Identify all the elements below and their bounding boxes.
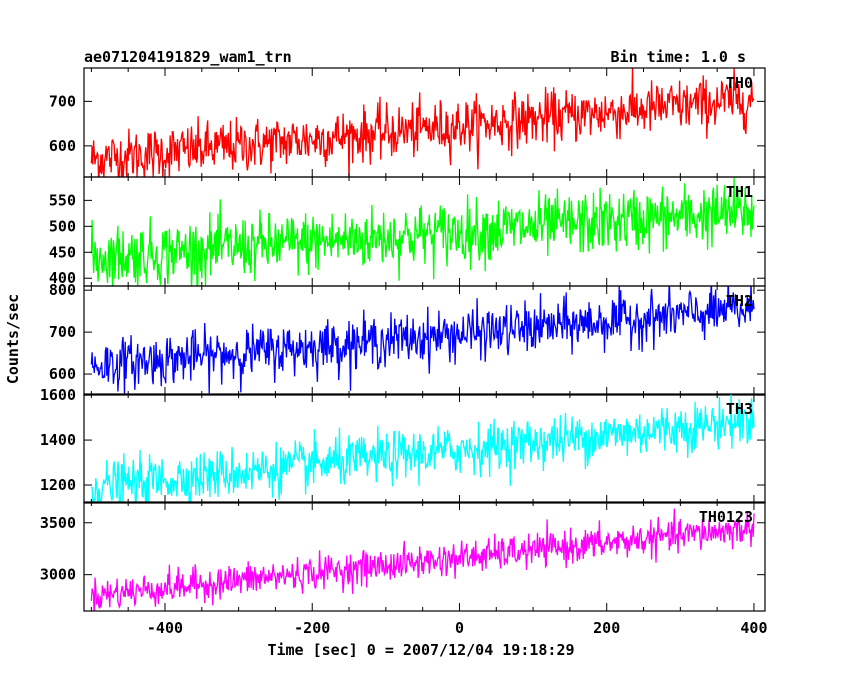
- panel-th1: 400 450 500 550 TH1: [49, 176, 766, 287]
- panel-frame: [83, 285, 766, 396]
- y-tick-label: 3000: [40, 566, 76, 584]
- series-line-th0: [90, 68, 755, 177]
- x-tick-label: -400: [147, 619, 183, 637]
- y-axis-label: Counts/sec: [4, 294, 22, 384]
- bin-time-label: Bin time: 1.0 s: [611, 48, 746, 66]
- x-tick-label: -200: [294, 619, 330, 637]
- series-line-th0123: [90, 508, 755, 611]
- y-tick-label: 600: [49, 137, 76, 155]
- y-tick-label: 1600: [40, 386, 76, 404]
- y-tick-label: 400: [49, 269, 76, 287]
- series-line-th1: [90, 177, 755, 286]
- panel-label-th2: TH2: [726, 292, 753, 310]
- y-tick-label: 700: [49, 323, 76, 341]
- series-line-th2: [90, 286, 755, 395]
- panel-frame: [83, 501, 766, 612]
- y-tick-label: 450: [49, 243, 76, 261]
- panel-th3: 1200 1400 1600 TH3: [40, 386, 766, 504]
- x-axis-label: Time [sec] 0 = 2007/12/04 19:18:29: [267, 641, 574, 659]
- panel-label-th1: TH1: [726, 183, 753, 201]
- y-tick-label: 1200: [40, 476, 76, 494]
- x-tick-label: 200: [593, 619, 620, 637]
- x-tick-label: 400: [740, 619, 767, 637]
- y-tick-label: 3500: [40, 514, 76, 532]
- panels-group: 600 700 TH0 400 450 500 550 TH1 600 700 800 TH2 1200…: [40, 67, 768, 637]
- x-tick-label: 0: [455, 619, 464, 637]
- y-tick-label: 800: [49, 281, 76, 299]
- y-tick-label: 600: [49, 365, 76, 383]
- series-line-th3: [90, 394, 755, 503]
- panel-th2: 600 700 800 TH2: [49, 281, 766, 396]
- panel-label-th0: TH0: [726, 74, 753, 92]
- panel-th0123: 3000 3500 TH0123: [40, 501, 766, 612]
- panel-label-th3: TH3: [726, 400, 753, 418]
- y-tick-label: 1400: [40, 431, 76, 449]
- y-tick-label: 700: [49, 92, 76, 110]
- panel-th0: 600 700 TH0: [49, 67, 766, 178]
- panel-label-th0123: TH0123: [699, 508, 753, 526]
- y-tick-label: 550: [49, 191, 76, 209]
- chart-title: ae071204191829_wam1_trn: [84, 48, 292, 66]
- panel-frame: [83, 393, 766, 504]
- y-tick-label: 500: [49, 217, 76, 235]
